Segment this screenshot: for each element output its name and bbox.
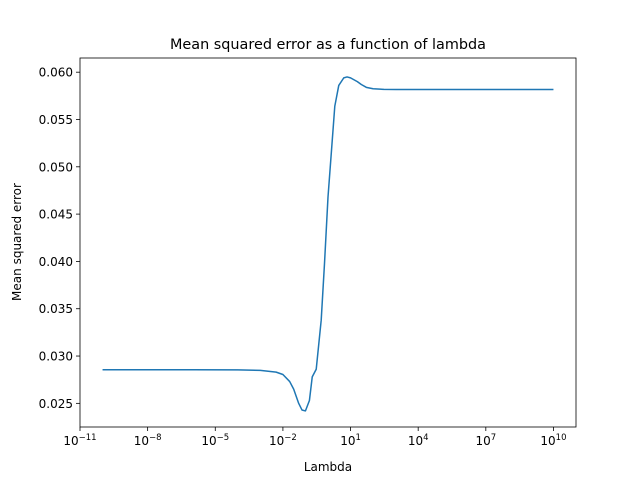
chart-title: Mean squared error as a function of lamb…	[170, 37, 486, 53]
y-tick-label: 0.055	[39, 113, 73, 127]
x-tick-label: 1010	[540, 433, 566, 448]
y-tick-label: 0.050	[39, 160, 73, 174]
y-tick-label: 0.060	[39, 66, 73, 80]
y-tick-label: 0.030	[39, 350, 73, 364]
y-axis: 0.025 0.030 0.035 0.040 0.045 0.050 0.055 0.060	[39, 66, 80, 411]
y-tick-label: 0.045	[39, 208, 73, 222]
plot-area	[102, 76, 554, 412]
y-tick-label: 0.040	[39, 255, 73, 269]
y-tick-label: 0.035	[39, 302, 73, 316]
x-axis-label: Lambda	[304, 460, 352, 474]
x-tick-label: 10−11	[63, 433, 96, 448]
x-tick-label: 10−5	[201, 433, 229, 448]
x-tick-label: 101	[340, 433, 361, 448]
x-axis: 10−11 10−8 10−5 10−2 101 104 107 1010	[63, 427, 567, 448]
y-tick-label: 0.025	[39, 397, 73, 411]
x-tick-label: 10−2	[269, 433, 297, 448]
data-line	[102, 76, 554, 412]
y-axis-label: Mean squared error	[10, 183, 24, 301]
plot-frame	[79, 57, 577, 428]
x-tick-label: 107	[475, 433, 496, 448]
x-tick-label: 104	[408, 433, 429, 448]
x-tick-label: 10−8	[134, 433, 162, 448]
